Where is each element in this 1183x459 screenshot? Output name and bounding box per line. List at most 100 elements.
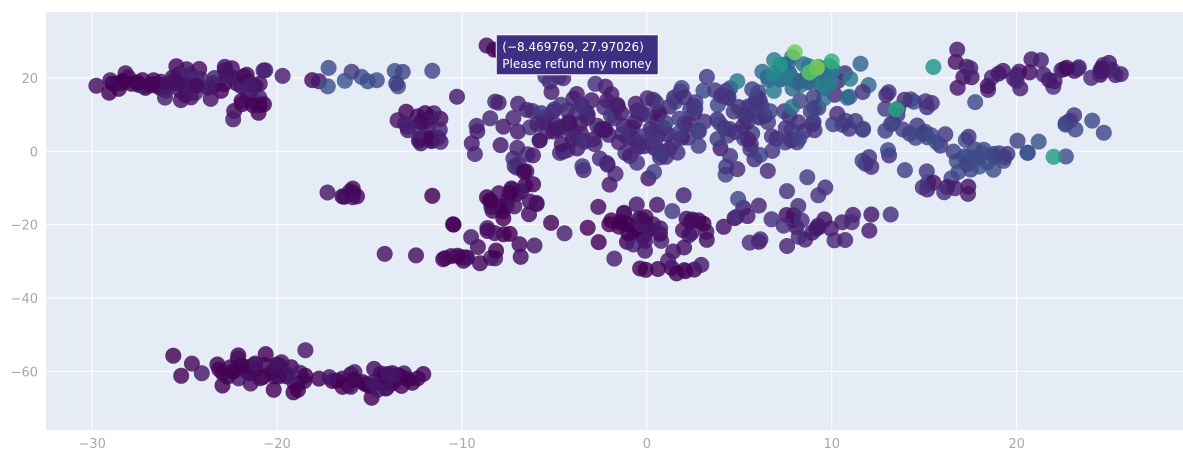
data-point[interactable] <box>502 185 519 201</box>
data-point[interactable] <box>649 196 666 213</box>
data-point[interactable] <box>878 87 895 103</box>
data-point[interactable] <box>637 242 653 259</box>
data-point[interactable] <box>268 356 285 373</box>
data-point[interactable] <box>729 73 746 90</box>
data-point[interactable] <box>242 76 259 93</box>
data-point[interactable] <box>432 133 449 150</box>
data-point[interactable] <box>841 120 858 137</box>
data-point[interactable] <box>479 220 496 237</box>
data-point[interactable] <box>379 366 396 382</box>
data-point[interactable] <box>123 75 140 92</box>
data-point[interactable] <box>725 103 742 120</box>
data-point[interactable] <box>684 211 701 228</box>
data-point[interactable] <box>247 355 264 372</box>
data-point[interactable] <box>729 161 746 178</box>
data-point[interactable] <box>505 110 522 126</box>
data-point[interactable] <box>715 218 732 235</box>
data-point[interactable] <box>257 62 274 79</box>
data-point[interactable] <box>512 248 529 265</box>
data-point[interactable] <box>157 89 173 106</box>
data-point[interactable] <box>219 368 236 385</box>
data-point[interactable] <box>914 179 931 196</box>
data-point[interactable] <box>482 110 499 127</box>
data-point[interactable] <box>657 114 674 131</box>
data-point[interactable] <box>225 111 242 128</box>
data-point[interactable] <box>698 231 715 248</box>
data-point[interactable] <box>791 130 808 147</box>
data-point[interactable] <box>646 164 662 180</box>
data-point[interactable] <box>255 96 272 113</box>
data-point[interactable] <box>764 142 781 159</box>
data-point[interactable] <box>516 163 532 180</box>
data-point[interactable] <box>630 102 647 119</box>
data-point[interactable] <box>790 228 807 245</box>
data-points[interactable] <box>88 37 1129 406</box>
data-point[interactable] <box>526 237 543 254</box>
data-point[interactable] <box>525 176 542 193</box>
data-point[interactable] <box>652 220 669 237</box>
data-point[interactable] <box>945 143 962 160</box>
data-point[interactable] <box>586 136 603 153</box>
data-point[interactable] <box>664 203 681 220</box>
data-point[interactable] <box>1021 64 1038 81</box>
data-point[interactable] <box>531 132 548 149</box>
data-point[interactable] <box>863 206 880 223</box>
data-point[interactable] <box>810 187 827 204</box>
data-point[interactable] <box>165 347 182 364</box>
data-point[interactable] <box>877 100 894 117</box>
data-point[interactable] <box>861 149 878 166</box>
data-point[interactable] <box>543 84 560 100</box>
data-point[interactable] <box>611 214 628 231</box>
highlight-point[interactable] <box>786 44 803 61</box>
data-point[interactable] <box>518 101 535 118</box>
data-point[interactable] <box>639 90 656 107</box>
data-point[interactable] <box>750 197 767 214</box>
data-point[interactable] <box>252 370 269 387</box>
data-point[interactable] <box>297 367 314 384</box>
highlight-point[interactable] <box>925 59 942 75</box>
data-point[interactable] <box>509 139 526 156</box>
data-point[interactable] <box>344 180 361 197</box>
data-point[interactable] <box>763 128 780 145</box>
data-point[interactable] <box>445 216 462 233</box>
data-point[interactable] <box>949 79 966 96</box>
data-point[interactable] <box>730 190 747 207</box>
data-point[interactable] <box>793 212 810 229</box>
data-point[interactable] <box>777 120 794 136</box>
data-point[interactable] <box>590 198 607 215</box>
data-point[interactable] <box>601 176 618 193</box>
data-point[interactable] <box>675 187 692 204</box>
data-point[interactable] <box>727 124 744 140</box>
data-point[interactable] <box>285 384 302 401</box>
data-point[interactable] <box>501 225 518 242</box>
data-point[interactable] <box>779 183 795 200</box>
data-point[interactable] <box>709 131 726 147</box>
data-point[interactable] <box>1084 112 1101 129</box>
data-point[interactable] <box>690 137 707 154</box>
data-point[interactable] <box>620 225 637 242</box>
data-point[interactable] <box>713 87 730 104</box>
data-point[interactable] <box>216 58 233 75</box>
data-point[interactable] <box>896 162 913 179</box>
data-point[interactable] <box>319 184 336 201</box>
data-point[interactable] <box>265 381 282 398</box>
data-point[interactable] <box>675 222 691 239</box>
data-point[interactable] <box>739 208 756 225</box>
data-point[interactable] <box>917 93 934 110</box>
data-point[interactable] <box>740 131 757 148</box>
data-point[interactable] <box>506 198 523 215</box>
data-point[interactable] <box>1066 107 1083 124</box>
data-point[interactable] <box>1019 144 1036 161</box>
data-point[interactable] <box>854 84 871 100</box>
data-point[interactable] <box>837 232 854 248</box>
data-point[interactable] <box>779 238 796 254</box>
data-point[interactable] <box>573 96 590 113</box>
data-point[interactable] <box>1057 148 1074 165</box>
data-point[interactable] <box>435 251 452 268</box>
data-point[interactable] <box>907 129 924 146</box>
data-point[interactable] <box>319 78 336 95</box>
data-point[interactable] <box>495 210 512 227</box>
data-point[interactable] <box>808 220 825 237</box>
data-point[interactable] <box>408 247 424 264</box>
data-point[interactable] <box>806 122 823 139</box>
